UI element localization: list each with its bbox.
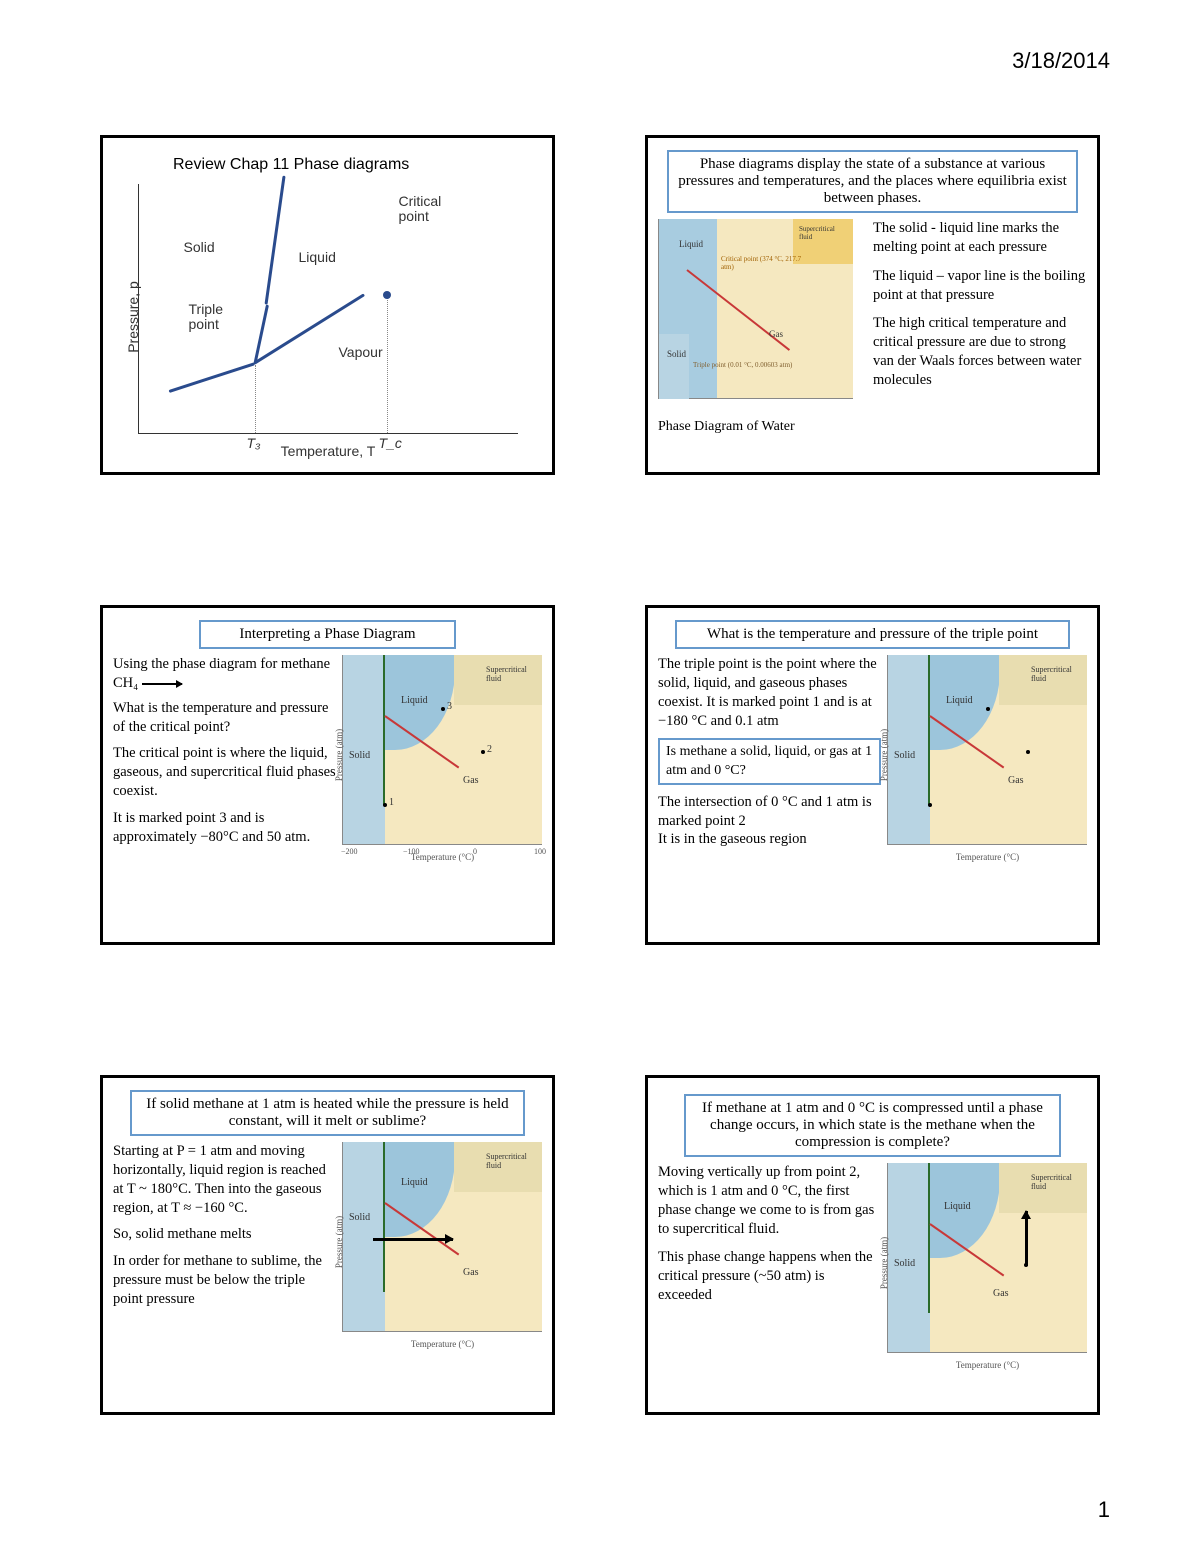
slide-1: Review Chap 11 Phase diagrams Solid Liqu…: [100, 135, 555, 475]
slide5-title: If solid methane at 1 atm is heated whil…: [130, 1090, 525, 1136]
label-triple: Triple point: [189, 302, 239, 333]
ch4d-gas: Gas: [993, 1288, 1009, 1299]
ch4b-x: Temperature (°C): [956, 852, 1019, 862]
slide5-line-0: Starting at P = 1 atm and moving horizon…: [113, 1142, 336, 1217]
slide-5: If solid methane at 1 atm is heated whil…: [100, 1075, 555, 1415]
slide4-line2-0: The intersection of 0 °C and 1 atm is ma…: [658, 793, 881, 831]
slide-4: What is the temperature and pressure of …: [645, 605, 1100, 945]
ch4-yaxis: Pressure (atm): [334, 728, 344, 780]
methane-phase-diagram-2: Solid Liquid Gas Supercritical fluid Pre…: [887, 655, 1087, 845]
slide3-line-3: It is marked point 3 and is approximatel…: [113, 809, 336, 847]
label-liquid: Liquid: [299, 249, 336, 265]
xt0: −200: [341, 847, 358, 856]
slide3-line-1: What is the temperature and pressure of …: [113, 699, 336, 737]
xt3: 100: [534, 847, 546, 856]
tick-tc: T_c: [379, 435, 402, 451]
water-phase-diagram: Solid Liquid Gas Supercritical fluid Cri…: [658, 219, 853, 399]
xt1: −100: [403, 847, 420, 856]
slide2-title: Phase diagrams display the state of a su…: [667, 150, 1079, 213]
ch4-label-solid: Solid: [349, 750, 370, 761]
slide2-bullet-1: The liquid – vapor line is the boiling p…: [873, 267, 1087, 305]
slide1-title: Review Chap 11 Phase diagrams: [173, 156, 542, 174]
y-axis-label: Pressure, p: [124, 281, 140, 353]
slide4-subq: Is methane a solid, liquid, or gas at 1 …: [658, 738, 881, 784]
slide3-line-2: The critical point is where the liquid, …: [113, 744, 336, 801]
label-vapour: Vapour: [339, 344, 383, 360]
page-date: 3/18/2014: [1012, 48, 1110, 74]
ch4c-liquid: Liquid: [401, 1177, 428, 1188]
water-label-solid: Solid: [667, 349, 686, 359]
ch4c-gas: Gas: [463, 1267, 479, 1278]
tick-t3: T₃: [247, 435, 261, 451]
water-label-liquid: Liquid: [679, 239, 703, 249]
ch4-label-gas: Gas: [463, 775, 479, 786]
water-label-gas: Gas: [769, 329, 783, 339]
methane-phase-diagram-4: Solid Liquid Gas Supercritical fluid Pre…: [887, 1163, 1087, 1353]
methane-phase-diagram-3: Solid Liquid Gas Supercritical fluid Pre…: [342, 1142, 542, 1332]
ch4b-gas: Gas: [1008, 775, 1024, 786]
label-solid: Solid: [184, 239, 215, 255]
generic-phase-diagram: Solid Liquid Vapour Triple point Critica…: [138, 184, 518, 434]
ch4c-solid: Solid: [349, 1212, 370, 1223]
slide-6: If methane at 1 atm and 0 °C is compress…: [645, 1075, 1100, 1415]
ch4b-y: Pressure (atm): [879, 728, 889, 780]
pt2: 2: [487, 744, 492, 755]
pt1: 1: [389, 797, 394, 808]
xt2: 0: [473, 847, 477, 856]
vertical-arrow-icon: [1025, 1211, 1028, 1266]
ch4d-y: Pressure (atm): [879, 1236, 889, 1288]
ch4c-x: Temperature (°C): [411, 1339, 474, 1349]
slide2-bullet-2: The high critical temperature and critic…: [873, 314, 1087, 389]
slide2-bullet-0: The solid - liquid line marks the meltin…: [873, 219, 1087, 257]
ch4-label-liquid: Liquid: [401, 695, 428, 706]
ch4-label-sf: Supercritical fluid: [486, 665, 536, 683]
x-axis-label: Temperature, T: [281, 443, 376, 459]
slide6-title: If methane at 1 atm and 0 °C is compress…: [684, 1094, 1062, 1157]
slide6-line-1: This phase change happens when the criti…: [658, 1248, 881, 1305]
slide-3: Interpreting a Phase Diagram Using the p…: [100, 605, 555, 945]
label-critical: Critical point: [399, 194, 459, 225]
pt3: 3: [447, 701, 452, 712]
water-caption: Phase Diagram of Water: [658, 419, 863, 435]
page-number: 1: [1098, 1497, 1110, 1523]
slide3-line-0: Using the phase diagram for methane CH₄: [113, 656, 330, 691]
ch4d-sf: Supercritical fluid: [1031, 1173, 1081, 1191]
ch4c-y: Pressure (atm): [334, 1215, 344, 1267]
ch4-xaxis: Temperature (°C): [411, 852, 474, 862]
water-label-crit: Critical point (374 °C, 217.7 atm): [721, 255, 811, 271]
water-label-sf: Supercritical fluid: [799, 225, 849, 241]
slide-2: Phase diagrams display the state of a su…: [645, 135, 1100, 475]
ch4b-solid: Solid: [894, 750, 915, 761]
slide4-title: What is the temperature and pressure of …: [675, 620, 1070, 649]
arrow-icon: [142, 683, 182, 685]
horizontal-arrow-icon: [373, 1238, 453, 1241]
slide4-line2-1: It is in the gaseous region: [658, 830, 881, 849]
slide5-line-2: In order for methane to sublime, the pre…: [113, 1252, 336, 1309]
slide4-line1-0: The triple point is the point where the …: [658, 655, 881, 730]
methane-phase-diagram: Solid Liquid Gas Supercritical fluid 1 2…: [342, 655, 542, 845]
ch4b-sf: Supercritical fluid: [1031, 665, 1081, 683]
slide5-line-1: So, solid methane melts: [113, 1225, 336, 1244]
ch4d-x: Temperature (°C): [956, 1360, 1019, 1370]
slide-grid: Review Chap 11 Phase diagrams Solid Liqu…: [100, 135, 1100, 1415]
ch4d-liquid: Liquid: [944, 1201, 971, 1212]
ch4c-sf: Supercritical fluid: [486, 1152, 536, 1170]
ch4b-liquid: Liquid: [946, 695, 973, 706]
slide3-title: Interpreting a Phase Diagram: [199, 620, 456, 649]
slide6-line-0: Moving vertically up from point 2, which…: [658, 1163, 881, 1238]
water-label-trip: Triple point (0.01 °C, 0.00603 atm): [693, 361, 793, 369]
ch4d-solid: Solid: [894, 1258, 915, 1269]
